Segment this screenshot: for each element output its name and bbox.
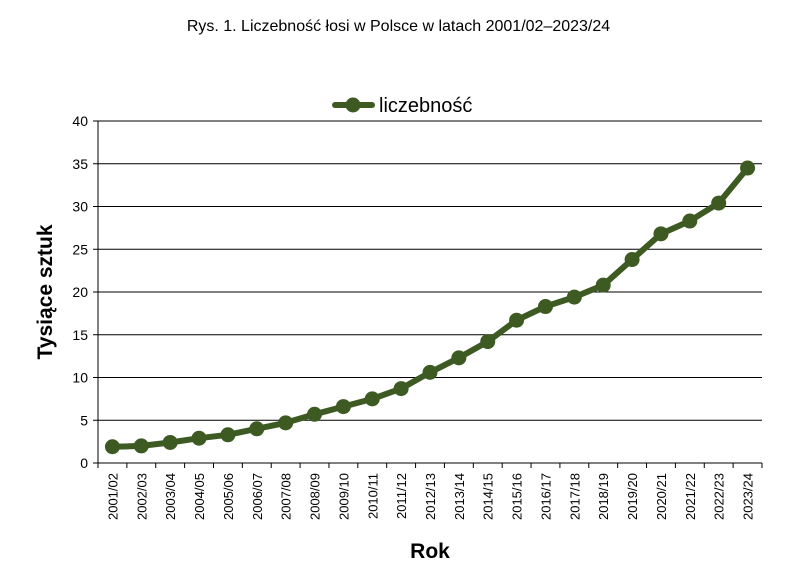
- data-point: [104, 439, 120, 455]
- data-point: [451, 350, 467, 366]
- y-tick-label: 15: [72, 327, 88, 343]
- y-tick-label: 35: [72, 156, 88, 172]
- x-tick-label: 2006/07: [250, 473, 265, 520]
- data-point: [220, 427, 236, 443]
- x-tick-label: 2016/17: [538, 473, 553, 520]
- y-axis-title: Tysiące sztuk: [34, 224, 57, 359]
- data-point: [307, 406, 323, 422]
- data-point: [537, 299, 553, 315]
- data-point: [162, 434, 178, 450]
- x-tick-label: 2014/15: [481, 473, 496, 520]
- x-tick-label: 2003/04: [163, 473, 178, 520]
- x-tick-label: 2013/14: [452, 473, 467, 520]
- data-point: [249, 421, 265, 437]
- series-line: [109, 165, 751, 450]
- x-tick-label: 2018/19: [596, 473, 611, 520]
- y-tick-label: 25: [72, 241, 88, 257]
- legend-marker-swatch: [345, 97, 361, 113]
- data-point: [393, 381, 409, 397]
- x-tick-label: 2001/02: [105, 473, 120, 520]
- y-axis-ticks: 0 5 10 15 20 25 30 35 40: [72, 113, 98, 471]
- data-point: [364, 391, 380, 407]
- y-tick-label: 0: [80, 455, 88, 471]
- data-point: [711, 195, 727, 211]
- x-tick-label: 2002/03: [134, 473, 149, 520]
- chart-title: Rys. 1. Liczebność łosi w Polsce w latac…: [186, 18, 611, 35]
- data-point: [133, 438, 149, 454]
- x-tick-label: 2017/18: [567, 473, 582, 520]
- x-tick-label: 2005/06: [221, 473, 236, 520]
- y-tick-label: 10: [72, 370, 88, 386]
- series-liczebnosc: [104, 160, 756, 455]
- x-axis-title: Rok: [410, 540, 450, 563]
- x-tick-label: 2023/24: [741, 473, 756, 520]
- x-tick-label: 2009/10: [336, 473, 351, 520]
- data-point: [191, 430, 207, 446]
- x-tick-label: 2004/05: [192, 473, 207, 520]
- legend: liczebność: [332, 95, 472, 117]
- data-point: [509, 312, 525, 328]
- x-tick-label: 2011/12: [394, 473, 409, 519]
- data-point: [278, 415, 294, 431]
- y-tick-label: 30: [72, 199, 88, 215]
- y-tick-label: 40: [72, 113, 88, 129]
- data-point: [682, 213, 698, 229]
- x-tick-label: 2012/13: [423, 473, 438, 520]
- data-point: [422, 364, 438, 380]
- x-tick-label: 2021/22: [683, 473, 698, 520]
- data-point: [653, 226, 669, 242]
- x-tick-label: 2007/08: [279, 473, 294, 520]
- data-point: [566, 289, 582, 305]
- x-tick-label: 2008/09: [308, 473, 323, 520]
- x-tick-label: 2020/21: [654, 473, 669, 520]
- x-axis-ticks: 2001/02 2002/03 2003/04 2004/05 2005/06 2006/…: [97, 463, 763, 520]
- legend-label: liczebność: [379, 95, 472, 117]
- data-point: [624, 252, 640, 268]
- y-tick-label: 20: [72, 284, 88, 300]
- y-tick-label: 5: [80, 412, 88, 428]
- data-point: [740, 160, 756, 176]
- data-point: [480, 334, 496, 350]
- data-point: [335, 399, 351, 415]
- data-point: [595, 277, 611, 293]
- x-tick-label: 2015/16: [510, 473, 525, 520]
- x-tick-label: 2022/23: [712, 473, 727, 520]
- x-tick-label: 2019/20: [625, 473, 640, 520]
- x-tick-label: 2010/11: [365, 473, 380, 519]
